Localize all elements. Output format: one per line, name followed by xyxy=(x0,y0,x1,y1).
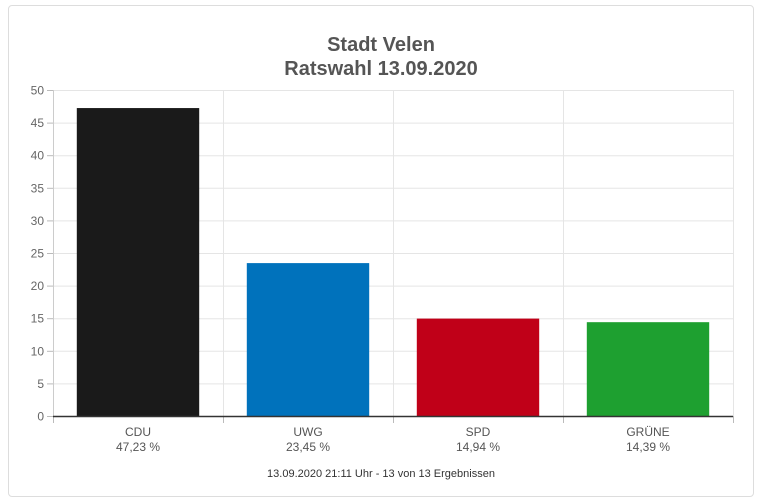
y-tick-label: 30 xyxy=(31,214,45,228)
bar-cdu xyxy=(76,108,200,417)
x-tick-label: GRÜNE xyxy=(626,425,669,439)
bar-spd xyxy=(416,318,540,416)
bar-uwg xyxy=(246,263,370,416)
bar-value-label: 23,45 % xyxy=(286,440,330,454)
x-tick-label: SPD xyxy=(466,425,491,439)
chart-title-block: Stadt Velen Ratswahl 13.09.2020 xyxy=(0,33,762,81)
y-tick-label: 0 xyxy=(37,410,44,424)
y-tick-label: 5 xyxy=(37,377,44,391)
x-tick-label: UWG xyxy=(293,425,322,439)
x-tick-label: CDU xyxy=(125,425,151,439)
y-tick-label: 20 xyxy=(31,279,45,293)
y-tick-label: 40 xyxy=(31,149,45,163)
y-tick-label: 35 xyxy=(31,181,45,195)
bar-grüne xyxy=(586,322,710,416)
y-tick-label: 15 xyxy=(31,312,45,326)
y-tick-label: 50 xyxy=(31,84,45,98)
bar-value-label: 14,94 % xyxy=(456,440,500,454)
chart-subtitle: Ratswahl 13.09.2020 xyxy=(284,58,478,80)
y-tick-label: 45 xyxy=(31,116,45,130)
bar-value-label: 47,23 % xyxy=(116,440,160,454)
y-tick-label: 25 xyxy=(31,247,45,261)
chart-title: Stadt Velen xyxy=(327,34,435,56)
y-tick-label: 10 xyxy=(31,344,45,358)
bar-value-label: 14,39 % xyxy=(626,440,670,454)
result-footer: 13.09.2020 21:11 Uhr - 13 von 13 Ergebni… xyxy=(267,468,495,480)
